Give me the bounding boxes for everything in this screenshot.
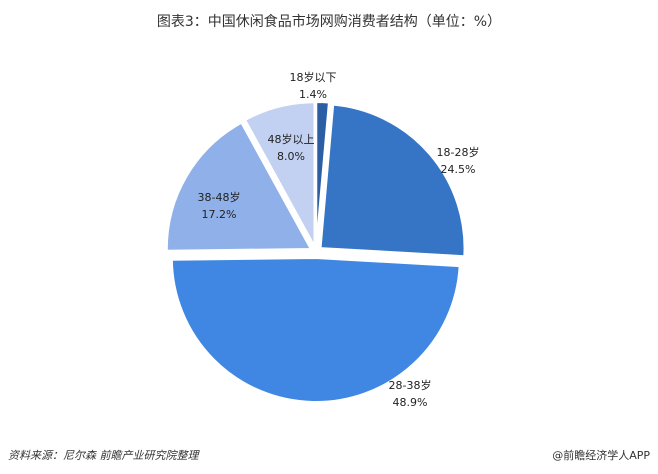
value-label: 24.5% [441, 163, 476, 176]
slice-label: 18-28岁 [437, 145, 480, 159]
value-label: 17.2% [202, 208, 237, 221]
chart-title: 图表3：中国休闲食品市场网购消费者结构（单位：%） [157, 13, 501, 30]
pie-slice [243, 101, 316, 247]
pie-slice [319, 103, 466, 258]
value-label: 48.9% [393, 396, 428, 409]
slice-label: 48岁以上 [268, 132, 315, 146]
brand: @前瞻经济学人APP [552, 448, 650, 462]
pie-slice [165, 121, 313, 252]
source-note: 资料来源：尼尔森 前瞻产业研究院整理 [8, 449, 200, 462]
slice-label: 18岁以下 [290, 70, 337, 84]
slice-label: 38-48岁 [198, 190, 241, 204]
pie-slice [170, 256, 461, 403]
value-label: 8.0% [277, 150, 305, 163]
slice-label: 28-38岁 [389, 378, 432, 392]
value-label: 1.4% [299, 88, 327, 101]
pie-slice [315, 101, 330, 247]
